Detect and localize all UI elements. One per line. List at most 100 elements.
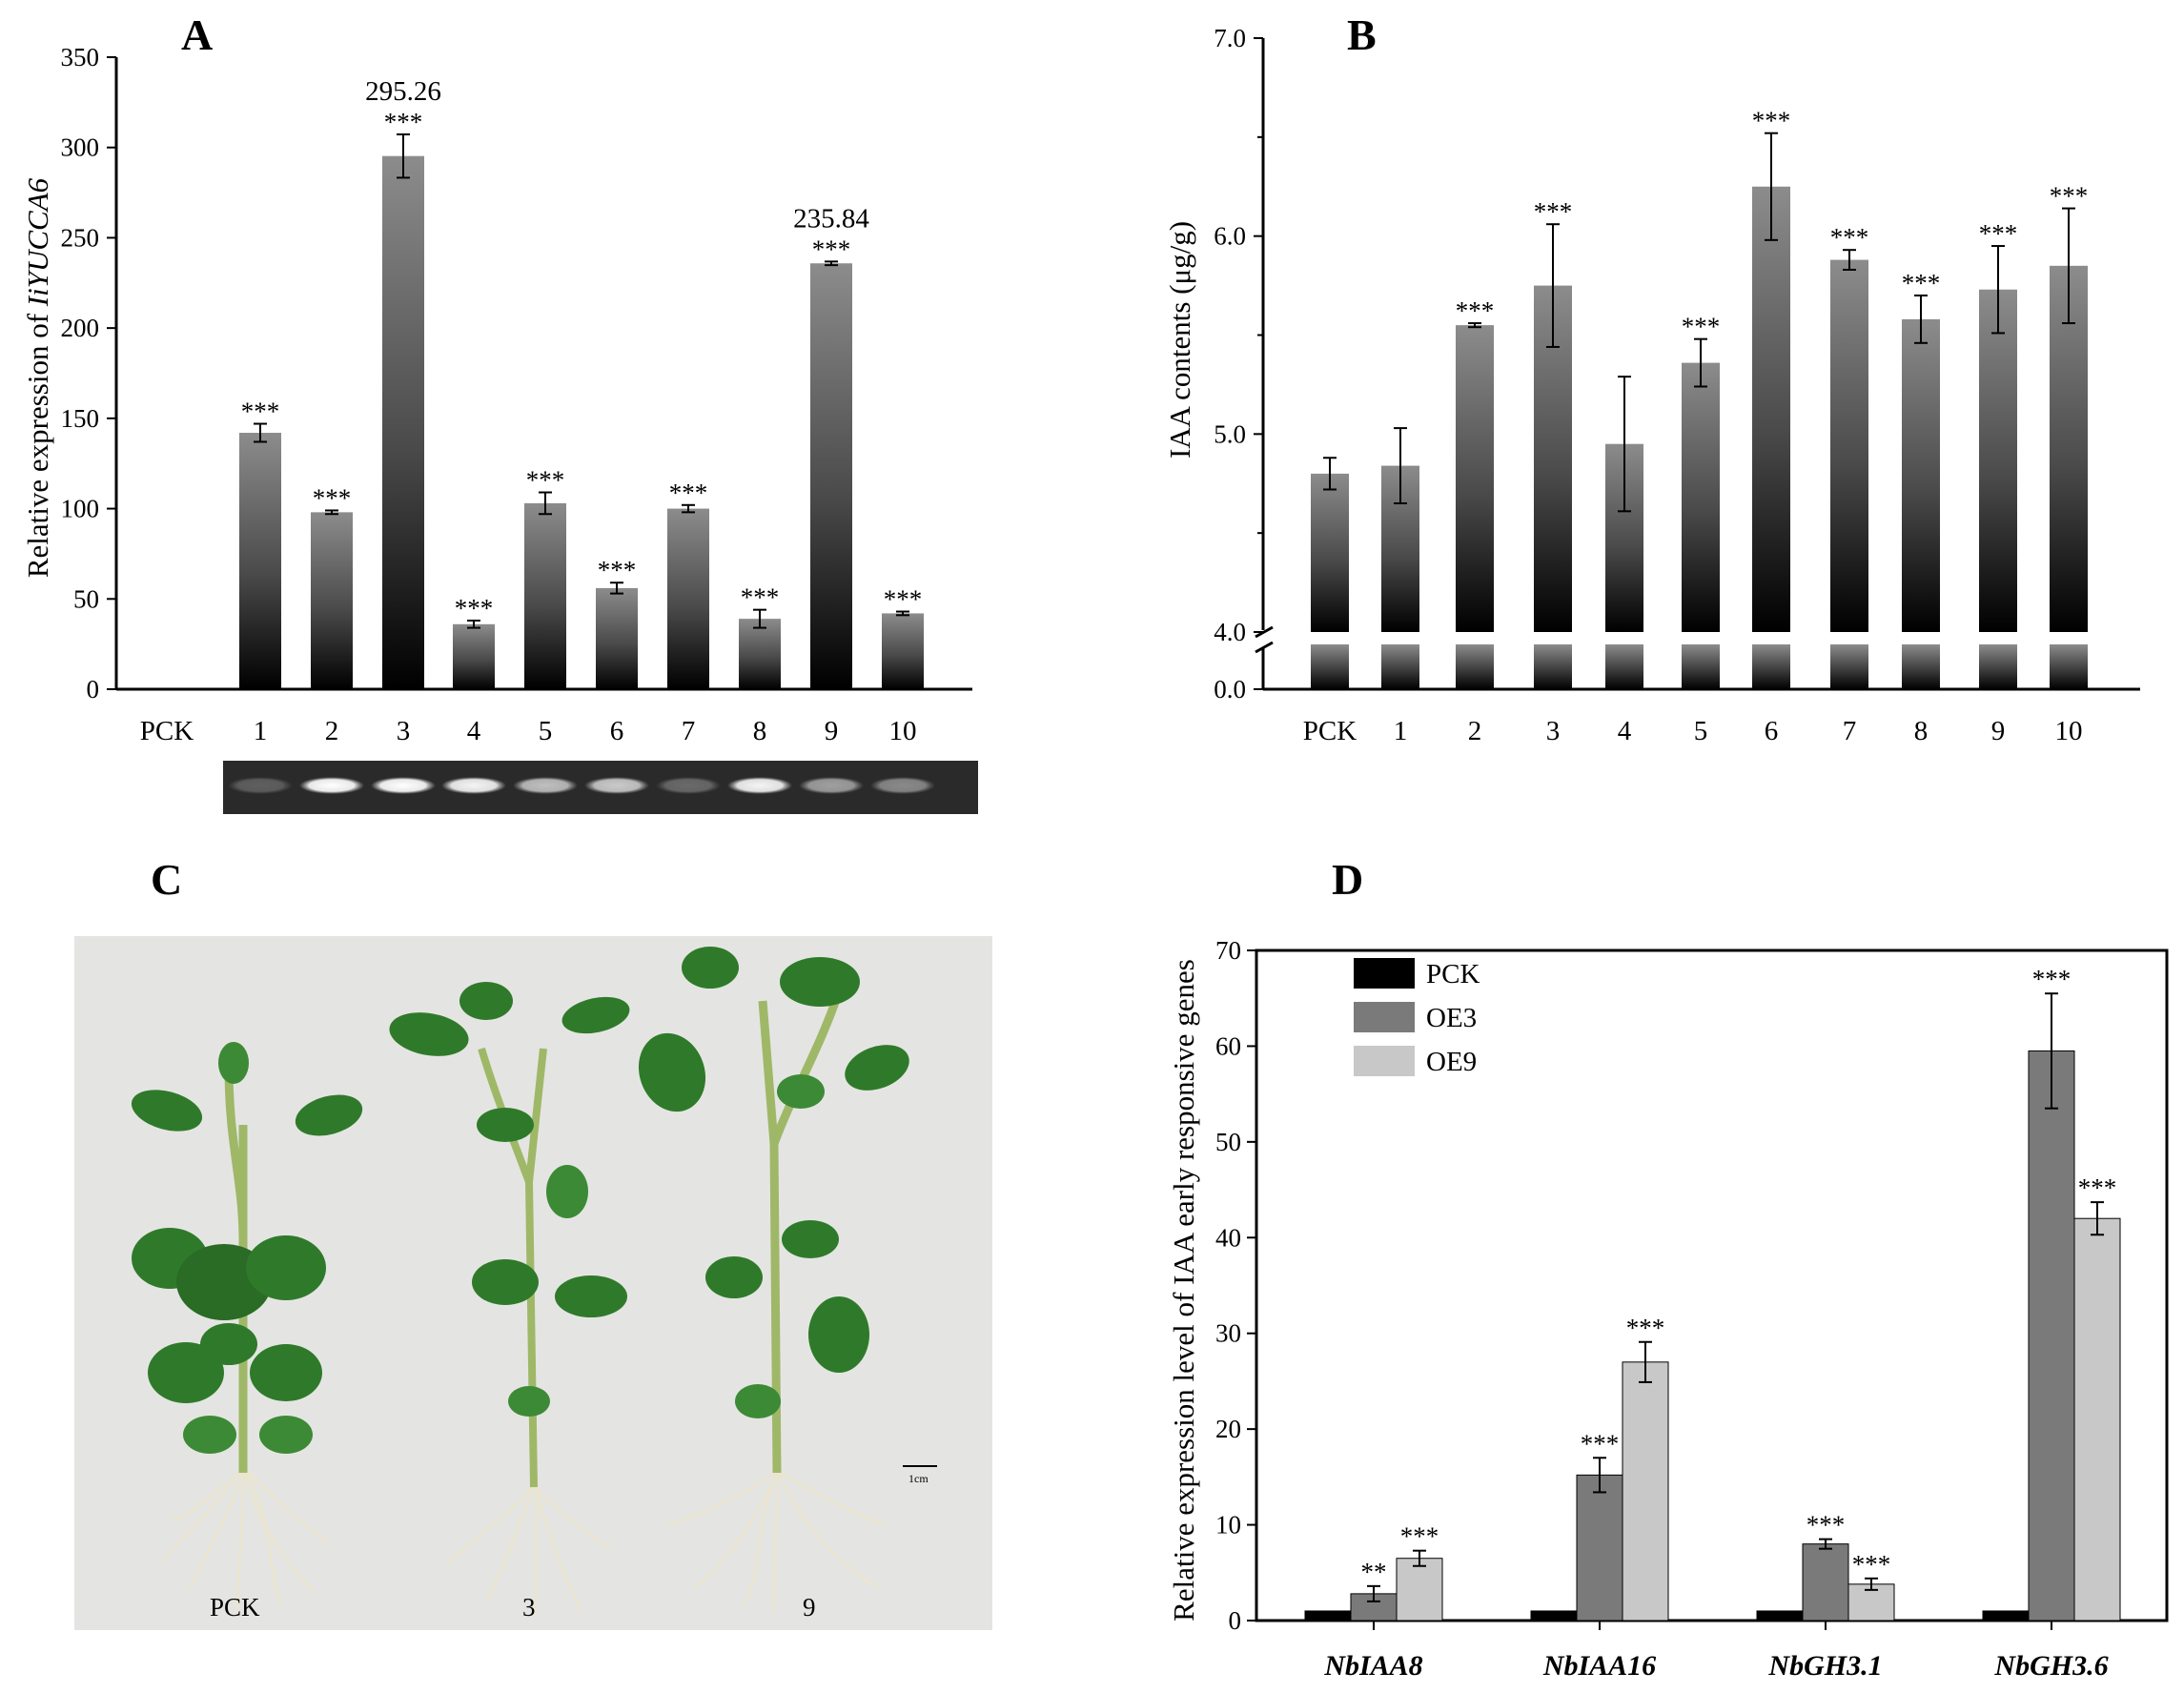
significance-b: *** xyxy=(1534,197,1573,226)
x-tick-label-a: 9 xyxy=(825,716,839,746)
gel-band xyxy=(799,777,864,794)
y-tick-label-b: 4.0 xyxy=(1214,618,1246,646)
photo-label-3: 3 xyxy=(522,1593,536,1622)
significance-d: *** xyxy=(1626,1314,1665,1342)
bar-a xyxy=(810,263,852,689)
photo-label-pck: PCK xyxy=(210,1593,260,1622)
y-tick-label-a: 50 xyxy=(73,584,99,613)
bar-d-oe9 xyxy=(1396,1558,1443,1622)
significance-d: *** xyxy=(1400,1522,1439,1551)
plant-3 xyxy=(389,982,630,1617)
plant-pck xyxy=(131,1042,363,1612)
bar-b xyxy=(1456,325,1494,632)
y-tick-label-d: 0 xyxy=(1229,1606,1242,1635)
significance-a: *** xyxy=(313,483,352,512)
x-tick-label-a: 7 xyxy=(682,716,696,746)
significance-b: *** xyxy=(1902,269,1941,297)
x-tick-label-b: 4 xyxy=(1618,716,1632,746)
x-tick-label-d: NbIAA8 xyxy=(1323,1650,1422,1682)
legend-label-pck: PCK xyxy=(1426,959,1480,989)
bar-d-oe3 xyxy=(2028,1050,2075,1622)
x-tick-label-a: 2 xyxy=(325,716,339,746)
y-tick-label-d: 10 xyxy=(1215,1511,1241,1540)
significance-a: *** xyxy=(812,235,851,263)
x-tick-label-a: 1 xyxy=(254,716,268,746)
bar-b-lower xyxy=(1381,644,1419,689)
plant-photo: 1cm PCK 3 9 xyxy=(74,936,992,1630)
bar-d-pck xyxy=(1982,1610,2030,1622)
chart-a: 0 50 100 150 200 250 300 350 Relative expression… xyxy=(21,43,972,746)
x-tick-label-b: 1 xyxy=(1394,716,1408,746)
bar-d-oe9 xyxy=(1622,1361,1669,1622)
bar-a xyxy=(311,512,353,689)
gel-band xyxy=(727,777,792,794)
axis-break-mark xyxy=(1255,641,1274,654)
bar-a xyxy=(524,502,566,689)
y-tick-label-d: 20 xyxy=(1215,1415,1241,1443)
bar-b xyxy=(2050,265,2088,632)
gel-band xyxy=(513,777,578,794)
y-tick-label-a: 0 xyxy=(87,675,100,704)
x-tick-label-b: 10 xyxy=(2055,716,2083,746)
gel-band xyxy=(299,777,364,794)
y-axis-title-a-prefix: Relative expression of xyxy=(21,306,54,578)
significance-a: *** xyxy=(241,398,280,426)
bar-d-pck xyxy=(1756,1610,1804,1622)
y-tick-label-a: 350 xyxy=(61,43,100,71)
bar-a xyxy=(667,508,709,689)
plot-frame-d xyxy=(1255,948,2169,1622)
y-axis-title-b: IAA contents (μg/g) xyxy=(1163,221,1196,459)
gel-band xyxy=(656,777,721,794)
y-tick-label-d: 40 xyxy=(1215,1223,1241,1252)
bar-a xyxy=(453,623,495,689)
bar-d-oe3 xyxy=(1802,1543,1849,1622)
bar-b-lower xyxy=(1456,644,1494,689)
bar-b-lower xyxy=(1902,644,1940,689)
bar-b-lower xyxy=(1534,644,1572,689)
gel-band xyxy=(441,777,506,794)
significance-b: *** xyxy=(1682,313,1721,341)
bar-d-pck xyxy=(1530,1610,1578,1622)
value-label-a: 235.84 xyxy=(793,203,869,234)
x-tick-label-b: 3 xyxy=(1546,716,1561,746)
significance-b: *** xyxy=(1830,223,1869,252)
bar-a xyxy=(239,433,281,689)
y-axis-title-d: Relative expression level of IAA early r… xyxy=(1167,959,1200,1622)
y-tick-label-b: 6.0 xyxy=(1214,222,1246,251)
panel-letter-c: C xyxy=(151,855,182,904)
bar-d-pck xyxy=(1304,1610,1352,1622)
photo-label-9: 9 xyxy=(803,1593,816,1622)
bar-b-lower xyxy=(1830,644,1868,689)
x-tick-label-a: 10 xyxy=(889,716,917,746)
y-tick-label-b: 0.0 xyxy=(1214,675,1246,704)
bar-b xyxy=(1830,259,1868,632)
significance-d: *** xyxy=(2078,1173,2117,1202)
chart-b: 4.0 5.0 6.0 7.0 0.0 IAA contents (μg/g) PCK 1 2 *… xyxy=(1163,24,2140,746)
chart-d: 0 10 20 30 40 50 60 70 Relative expression level… xyxy=(1167,936,2169,1682)
x-tick-label-b: 7 xyxy=(1843,716,1857,746)
legend-swatch-oe9 xyxy=(1354,1046,1415,1076)
y-tick-label-b: 7.0 xyxy=(1214,24,1246,52)
x-tick-label-d: NbGH3.1 xyxy=(1767,1650,1882,1682)
x-tick-label-a: 5 xyxy=(539,716,553,746)
significance-a: *** xyxy=(598,556,637,584)
bar-b xyxy=(1979,289,2017,632)
bar-a xyxy=(739,619,781,689)
significance-a: *** xyxy=(384,108,423,136)
bar-b xyxy=(1311,473,1349,632)
x-tick-label-a: 8 xyxy=(753,716,767,746)
bar-b xyxy=(1682,362,1720,632)
x-tick-label-d: NbGH3.6 xyxy=(1993,1650,2108,1682)
x-tick-label-b: PCK xyxy=(1303,716,1357,746)
significance-d: *** xyxy=(1806,1511,1846,1540)
x-tick-label-b: 5 xyxy=(1694,716,1708,746)
bar-b-lower xyxy=(1311,644,1349,689)
bar-a xyxy=(382,155,424,689)
significance-b: *** xyxy=(1456,296,1495,325)
y-tick-label-a: 150 xyxy=(61,404,100,433)
bar-b-lower xyxy=(1682,644,1720,689)
significance-b: *** xyxy=(2050,182,2089,211)
bar-b xyxy=(1902,318,1940,632)
x-tick-label-a: 3 xyxy=(397,716,411,746)
